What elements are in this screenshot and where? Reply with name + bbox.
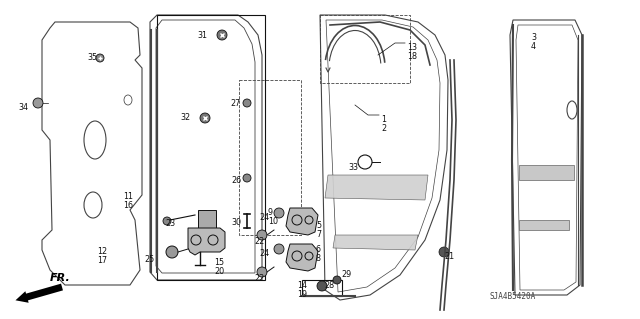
Circle shape — [317, 281, 327, 291]
Text: 11: 11 — [123, 192, 133, 201]
Bar — [320, 15, 410, 83]
Bar — [157, 15, 265, 280]
Circle shape — [257, 230, 267, 240]
Circle shape — [166, 246, 178, 258]
Text: 2: 2 — [381, 124, 386, 133]
Text: 27: 27 — [231, 99, 241, 108]
Bar — [519, 165, 574, 180]
Text: 13: 13 — [407, 43, 417, 52]
Text: 21: 21 — [444, 252, 454, 261]
Text: 34: 34 — [18, 103, 28, 112]
Text: 17: 17 — [97, 256, 107, 265]
Text: 8: 8 — [316, 254, 321, 263]
Text: 7: 7 — [316, 230, 321, 239]
Bar — [239, 80, 301, 235]
Circle shape — [200, 113, 210, 123]
Circle shape — [243, 174, 251, 182]
Text: 22: 22 — [255, 274, 265, 283]
Text: 5: 5 — [316, 221, 321, 230]
Text: 18: 18 — [407, 52, 417, 61]
Text: 22: 22 — [255, 237, 265, 246]
Text: 29: 29 — [341, 270, 351, 279]
Text: 1: 1 — [381, 115, 386, 124]
Text: 23: 23 — [165, 219, 175, 228]
Polygon shape — [188, 228, 225, 255]
Text: 19: 19 — [297, 290, 307, 299]
Circle shape — [439, 247, 449, 257]
Text: 4: 4 — [531, 42, 536, 51]
Circle shape — [96, 54, 104, 62]
Bar — [519, 220, 569, 230]
Text: 15: 15 — [214, 258, 224, 267]
Polygon shape — [325, 175, 428, 200]
Circle shape — [217, 30, 227, 40]
Text: 33: 33 — [348, 163, 358, 172]
Text: SJA4B5420A: SJA4B5420A — [490, 292, 536, 301]
Text: 24: 24 — [259, 249, 269, 258]
Circle shape — [274, 208, 284, 218]
Text: 12: 12 — [97, 247, 107, 256]
Bar — [302, 280, 342, 296]
Text: 30: 30 — [231, 218, 241, 227]
Text: 3: 3 — [531, 33, 536, 42]
Text: 32: 32 — [181, 113, 191, 122]
Circle shape — [33, 98, 43, 108]
Text: 6: 6 — [316, 245, 321, 254]
Text: 10: 10 — [268, 217, 278, 226]
Circle shape — [243, 99, 251, 107]
Text: 31: 31 — [197, 31, 207, 40]
Text: 35: 35 — [88, 53, 98, 62]
Text: 24: 24 — [259, 213, 269, 222]
Text: FR.: FR. — [50, 273, 71, 283]
Text: 20: 20 — [214, 267, 224, 276]
Text: 16: 16 — [123, 201, 133, 210]
FancyArrow shape — [15, 284, 63, 303]
Text: 25: 25 — [145, 255, 155, 264]
Text: 28: 28 — [324, 281, 334, 290]
Bar — [198, 210, 216, 230]
Text: 26: 26 — [231, 176, 241, 185]
Polygon shape — [286, 244, 318, 271]
Polygon shape — [286, 208, 318, 235]
Polygon shape — [333, 235, 418, 250]
Circle shape — [257, 267, 267, 277]
Text: 9: 9 — [268, 208, 273, 217]
Circle shape — [333, 276, 341, 284]
Circle shape — [163, 217, 171, 225]
Circle shape — [274, 244, 284, 254]
Text: 14: 14 — [297, 281, 307, 290]
